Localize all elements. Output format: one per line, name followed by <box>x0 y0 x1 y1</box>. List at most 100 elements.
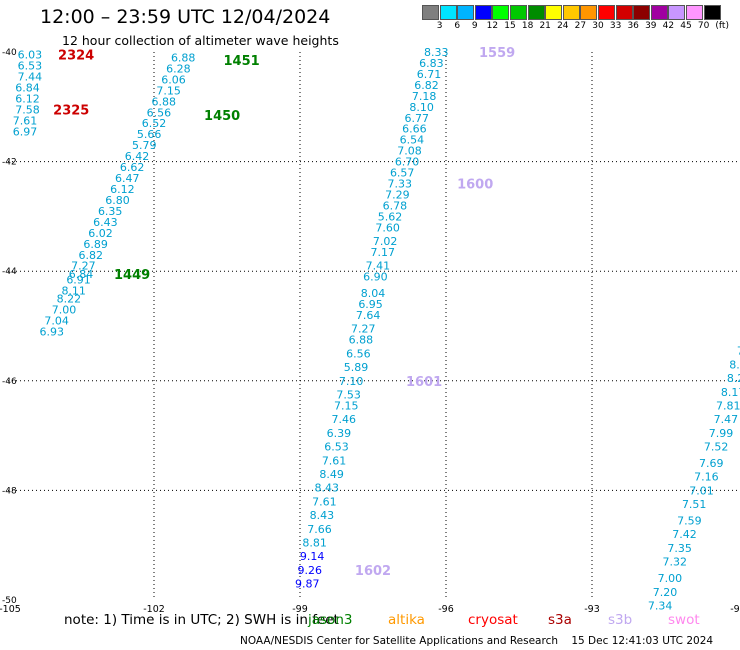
swh-value: 7.99 <box>709 427 734 440</box>
colorbar-label: 42 <box>662 21 675 31</box>
swh-value: 6.84 <box>69 268 94 281</box>
swh-value: 6.70 <box>395 156 420 169</box>
mission-swot: swot <box>668 612 700 628</box>
swh-value: 7.29 <box>385 188 410 201</box>
pass-time-label: 1559 <box>479 46 515 61</box>
swh-value: 7.18 <box>412 90 437 103</box>
pass-time-label: 1449 <box>114 268 150 283</box>
swh-value: 6.56 <box>147 106 172 119</box>
swh-value: 6.02 <box>88 227 113 240</box>
y-tick-label: -40 <box>2 48 17 58</box>
colorbar-label: 33 <box>609 21 622 31</box>
swh-value: 7.59 <box>677 515 702 528</box>
y-tick-label: -42 <box>2 158 17 168</box>
colorbar-label: 30 <box>592 21 604 31</box>
swh-value: 6.71 <box>417 68 442 81</box>
swh-value: 6.77 <box>405 112 430 125</box>
swh-value: 6.53 <box>324 441 349 454</box>
colorbar-swatch <box>633 5 651 20</box>
swh-value: 7.27 <box>71 260 96 273</box>
pass-time-labels: 23242325145114501449155916001601160223 <box>53 46 515 579</box>
y-tick-label: -50 <box>2 596 17 606</box>
swh-value: 6.62 <box>120 161 145 174</box>
swh-value: 7.60 <box>375 221 400 234</box>
swh-value: 7.61 <box>322 454 347 467</box>
colorbar-swatch <box>703 5 721 20</box>
swh-value: 6.88 <box>349 334 374 347</box>
swh-value: 6.84 <box>15 82 40 95</box>
swh-value: 7.04 <box>44 315 69 328</box>
axis-ticks: -105 -102 -99 -96 -93 -90 -40 -42 -44 -46 -48 -50 <box>0 48 740 615</box>
swh-value: 8.43 <box>310 509 335 522</box>
swh-value: 7.52 <box>704 441 729 454</box>
pass-time-label: 1602 <box>355 564 391 579</box>
pass-time-label: 2324 <box>58 49 94 64</box>
swh-value: 7.00 <box>52 304 77 317</box>
pass-time-label: 1451 <box>224 54 260 69</box>
swh-value: 8.11 <box>61 284 86 297</box>
swh-value: 6.88 <box>151 95 176 108</box>
colorbar-swatch <box>527 5 545 20</box>
swh-value: 7.15 <box>334 399 359 412</box>
swh-value: 7.15 <box>156 84 181 97</box>
swh-value: 8.43 <box>315 482 340 495</box>
swh-value: 6.97 <box>13 125 38 138</box>
colorbar-label: 3 <box>436 21 443 31</box>
mission-s3a: s3a <box>548 612 572 628</box>
swh-value: 7.08 <box>397 145 422 158</box>
swh-value: 6.06 <box>161 73 186 86</box>
colorbar-label: 15 <box>504 21 516 31</box>
colorbar-label: 70 <box>697 21 710 31</box>
swh-value: 6.39 <box>327 427 352 440</box>
swh-value: 7.58 <box>15 104 40 117</box>
mission-altika: altika <box>388 612 425 628</box>
y-tick-label: -44 <box>2 267 17 277</box>
swh-value: 7.02 <box>373 235 398 248</box>
swh-value: 5.62 <box>378 210 403 223</box>
colorbar-swatch <box>422 5 439 20</box>
swh-value: 6.52 <box>142 117 167 130</box>
swh-value: 8.2 <box>727 372 740 385</box>
x-tick-label: -93 <box>584 604 600 615</box>
colorbar-label: 27 <box>574 21 587 31</box>
y-tick-label: -48 <box>2 486 17 496</box>
colorbar-swatch <box>650 5 668 20</box>
swh-value: 7.64 <box>356 309 381 322</box>
swh-value: 5.79 <box>132 139 157 152</box>
swh-value: 6.57 <box>390 167 415 180</box>
swh-value: 8.17 <box>721 386 740 399</box>
grid-layer <box>8 52 738 600</box>
swh-value: 7.66 <box>307 523 332 536</box>
swh-value: 7.41 <box>366 260 391 273</box>
swh-value: 7.32 <box>662 556 687 569</box>
swh-value: 7.47 <box>714 413 739 426</box>
swh-value: 7.10 <box>339 375 364 388</box>
swh-value: 8.22 <box>57 293 82 306</box>
swh-value: 6.95 <box>358 298 383 311</box>
swh-value: 8.81 <box>302 536 327 549</box>
x-tick-label: -90 <box>730 604 740 615</box>
swh-value: 7 <box>737 345 740 358</box>
swh-value: 6.35 <box>98 205 123 218</box>
swh-value: 6.66 <box>402 123 427 136</box>
swh-value: 6.88 <box>171 51 196 64</box>
x-tick-label: -102 <box>143 604 165 615</box>
swh-value: 7.69 <box>699 457 724 470</box>
swh-value: 6.12 <box>110 183 135 196</box>
swh-value: 6.03 <box>18 49 43 62</box>
swh-value: 7.51 <box>682 498 707 511</box>
chart-title: 12:00 – 23:59 UTC 12/04/2024 <box>40 6 331 28</box>
swh-value: 6.80 <box>105 194 130 207</box>
swh-value: 7.53 <box>336 389 361 402</box>
x-tick-label: -105 <box>0 604 21 615</box>
swh-value: 5.66 <box>137 128 162 141</box>
swh-value: 6.47 <box>115 172 140 185</box>
swh-value: 6.93 <box>40 325 65 338</box>
swh-value: 7.34 <box>648 599 673 612</box>
swh-value: 6.83 <box>419 57 444 70</box>
colorbar-label: 6 <box>454 21 461 31</box>
swh-value: 7.17 <box>370 246 395 259</box>
swh-value: 5.89 <box>344 361 369 374</box>
swh-value: 8.33 <box>424 46 449 59</box>
